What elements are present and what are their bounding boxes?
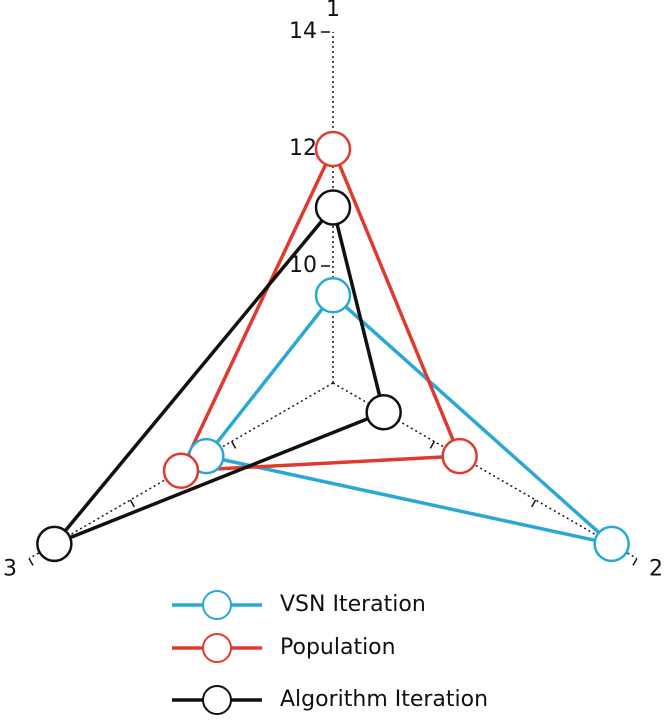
axis-label: 1 [326,0,340,22]
axis-label: 2 [649,557,663,582]
tick-mark [429,441,435,449]
tick-mark [28,558,34,566]
series-line [203,292,618,548]
data-point [365,394,402,431]
tick-label: 12 [289,136,317,161]
legend-marker [202,633,232,663]
axis-line [332,382,638,560]
tick-mark [231,441,237,449]
series-line [53,203,386,546]
legend-marker [202,590,232,620]
tick-mark [632,558,638,566]
data-point [593,525,630,563]
data-point [314,277,352,314]
data-point [314,130,352,168]
axis-label: 3 [3,557,17,582]
series-line [178,144,463,473]
tick-mark [531,499,537,508]
legend-label: Algorithm Iteration [280,687,488,712]
data-point [162,452,200,489]
legend-label: VSN Iteration [280,592,426,617]
legend-label: Population [280,635,396,660]
tick-label: 14 [289,19,317,44]
data-point [314,189,352,226]
data-point [441,437,478,475]
data-point [36,525,73,563]
legend-marker [202,685,232,715]
tick-mark [129,499,135,508]
